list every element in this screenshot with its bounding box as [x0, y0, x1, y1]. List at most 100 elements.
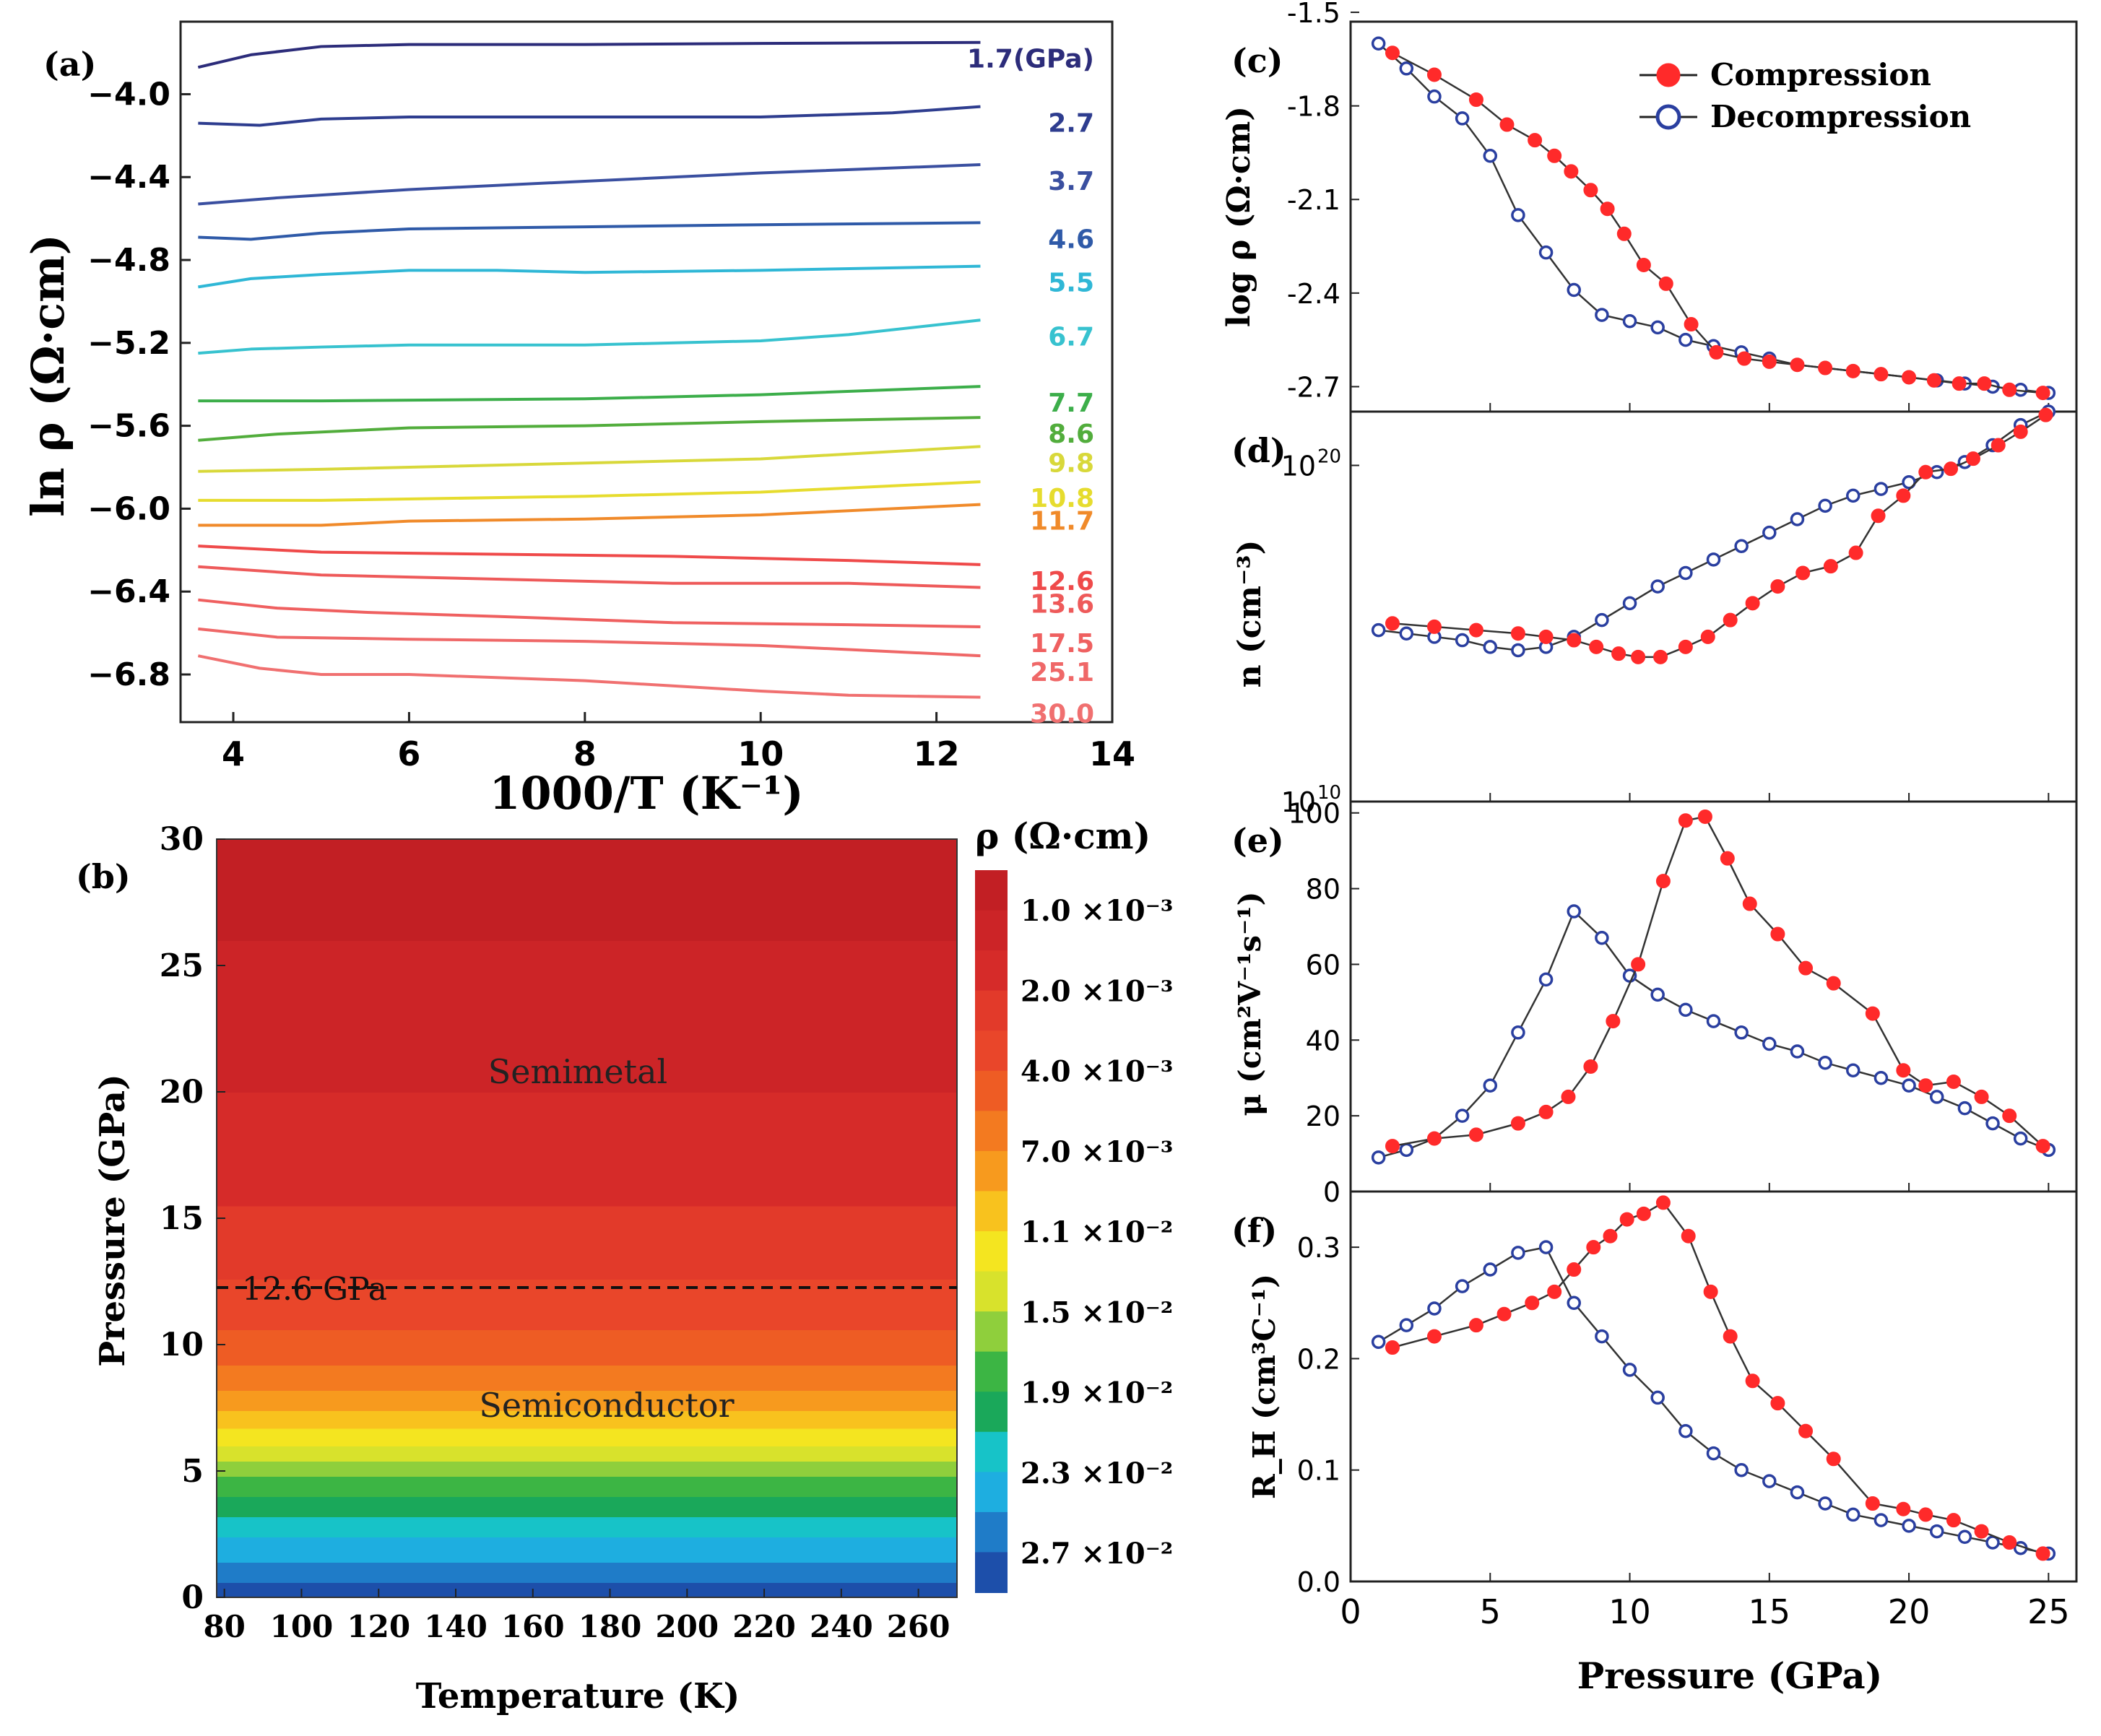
e-series-line	[1392, 815, 2044, 1147]
panel-f-xlabel: Pressure (GPa)	[1577, 1654, 1883, 1697]
c-point	[1951, 376, 1967, 391]
c-point	[1600, 201, 1615, 217]
b-colorbar-swatch	[975, 1431, 1008, 1473]
e-point	[1567, 904, 1581, 919]
e-point	[1873, 1070, 1889, 1085]
a-series-label: 30.0	[1030, 700, 1094, 729]
f-point	[1547, 1284, 1562, 1299]
f-ytick-label: 0.1	[1297, 1455, 1340, 1487]
b-colorbar-swatch	[975, 1392, 1008, 1433]
e-point	[1770, 926, 1785, 942]
e-point	[1678, 1002, 1693, 1017]
e-point	[1595, 930, 1609, 945]
e-point	[1918, 1078, 1933, 1093]
e-point	[1734, 1025, 1749, 1040]
d-point	[1944, 461, 1959, 477]
a-xtick-label: 10	[737, 734, 784, 773]
d-point	[1896, 488, 1911, 503]
f-point	[1595, 1329, 1609, 1344]
c-point	[1845, 363, 1860, 378]
f-point	[1468, 1318, 1483, 1333]
b-band	[217, 1562, 957, 1583]
d-point	[1762, 525, 1777, 540]
d-series-line	[1378, 410, 2049, 651]
b-ytick-label: 20	[160, 1074, 204, 1111]
e-point	[2002, 1108, 2017, 1124]
panel-f-ylabel: R_H (cm³C⁻¹)	[1247, 1274, 1282, 1499]
e-point	[1468, 1127, 1483, 1142]
c-point	[1371, 36, 1386, 51]
d-point	[1371, 622, 1386, 638]
b-xtick-label: 260	[887, 1609, 950, 1644]
d-point	[1990, 438, 2006, 453]
d-point	[1510, 626, 1525, 641]
d-point	[1595, 612, 1609, 628]
d-point	[1538, 629, 1554, 644]
b-band	[217, 1365, 957, 1391]
a-ytick-label: −5.2	[87, 325, 170, 362]
e-point	[1655, 874, 1671, 889]
d-point	[1795, 565, 1811, 581]
panel-a: (a) 4 6 8 10 12 14 −4.0 −4.4 −4.8 −5.2 −5.6 −6.0 −6.…	[22, 20, 1135, 820]
panel-b-annotation-12.6: 12.6 GPa	[242, 1271, 387, 1308]
panel-a-frame	[179, 20, 1114, 724]
b-ytick-label: 30	[160, 821, 204, 858]
f-point	[1567, 1296, 1581, 1311]
c-point	[1818, 360, 1833, 376]
f-point	[1985, 1535, 2000, 1550]
a-series-line	[198, 544, 981, 566]
a-series-label: 9.8	[1048, 448, 1094, 478]
b-colorbar-label: 2.0 ×10⁻³	[1021, 974, 1173, 1008]
c-point	[1426, 67, 1442, 82]
e-point	[1974, 1089, 1989, 1104]
panel-a-curves	[197, 40, 981, 699]
a-series-line	[198, 565, 981, 589]
b-band	[217, 1205, 957, 1280]
b-colorbar-label: 2.7 ×10⁻²	[1021, 1537, 1173, 1571]
c-point	[1564, 164, 1579, 179]
b-ytick-label: 5	[181, 1453, 204, 1490]
panel-b-annotation-semiconductor: Semiconductor	[479, 1386, 734, 1425]
f-xtick-label: 10	[1608, 1592, 1651, 1631]
f-point	[1427, 1301, 1442, 1316]
a-series-label: 1.7(GPa)	[967, 45, 1094, 74]
a-ytick-label: −4.4	[87, 159, 170, 196]
f-point	[1399, 1318, 1414, 1332]
e-point	[1631, 957, 1646, 972]
b-ytick-label: 25	[160, 947, 204, 984]
a-series-line	[198, 503, 981, 527]
b-colorbar-swatch	[975, 990, 1008, 1032]
f-point	[1678, 1423, 1693, 1438]
d-point	[1873, 482, 1889, 496]
f-point	[1873, 1513, 1889, 1527]
f-point	[1770, 1396, 1785, 1411]
e-point	[1510, 1116, 1525, 1131]
d-point	[1650, 579, 1665, 594]
panel-e-ylabel: μ (cm²V⁻¹s⁻¹)	[1232, 892, 1268, 1116]
c-point	[1684, 317, 1699, 332]
d-point	[1511, 643, 1525, 658]
panel-d-ylabel: n (cm⁻³)	[1231, 540, 1268, 688]
f-point	[1496, 1306, 1512, 1321]
c-point	[1595, 308, 1609, 322]
d-point	[1455, 633, 1470, 648]
d-ytick-label-exp: 20	[1317, 446, 1341, 467]
a-series-line	[198, 105, 981, 127]
d-point	[1918, 464, 1933, 479]
panel-b-annotation-semimetal: Semimetal	[488, 1052, 668, 1091]
a-series-line	[198, 163, 981, 206]
panel-f-frame	[1349, 1190, 2078, 1583]
e-ytick-label: 80	[1306, 874, 1340, 906]
f-point	[1946, 1513, 1961, 1528]
e-point	[1483, 1078, 1498, 1093]
e-point	[1371, 1150, 1386, 1165]
f-point	[2035, 1546, 2050, 1561]
a-series-line	[198, 480, 981, 502]
d-point	[1706, 552, 1721, 567]
b-colorbar-swatch	[975, 1271, 1008, 1313]
a-series-line	[198, 416, 981, 442]
f-point	[1622, 1363, 1637, 1377]
f-xtick-label: 20	[1888, 1592, 1931, 1631]
f-point	[1681, 1228, 1696, 1244]
